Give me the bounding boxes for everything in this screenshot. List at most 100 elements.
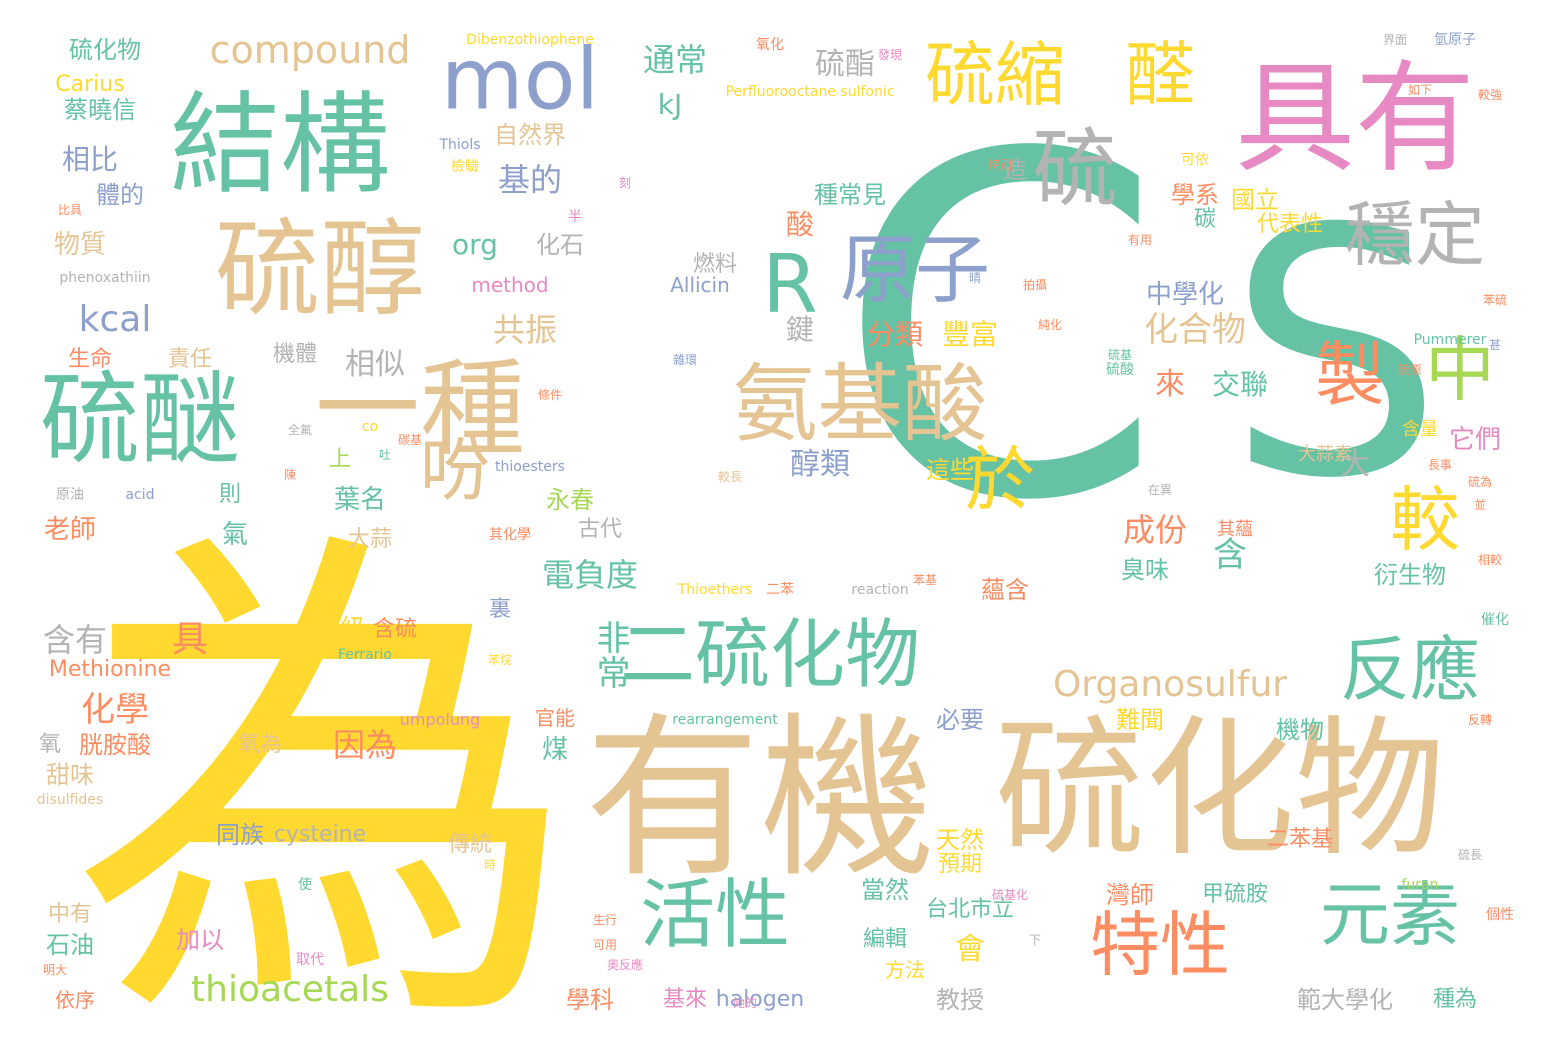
cloud-word: 中有 [47,902,93,927]
cloud-word: 分類 [866,318,924,351]
cloud-word: Organosulfur [1052,664,1288,705]
cloud-word: 為 [70,493,580,1052]
cloud-word: 催化 [1481,612,1509,628]
cloud-word: 會 [955,932,985,967]
cloud-word: 學科 [566,986,614,1014]
cloud-word: 教授 [936,986,984,1014]
cloud-word: 其蘊 [1217,519,1253,540]
cloud-word: kJ [657,88,683,121]
cloud-word: Thiols [439,137,481,153]
cloud-word: 高級 [313,615,367,645]
cloud-word: 相似 [345,347,405,382]
cloud-word: kcal [78,299,152,340]
cloud-word: 範大學化 [1297,986,1393,1014]
cloud-word: R [762,238,818,331]
cloud-word: 原油 [56,487,84,503]
cloud-word: Dibenzothiophene [466,32,594,48]
cloud-word: 有機 [585,698,935,902]
cloud-word: 台北市立 [925,897,1015,922]
cloud-word: Allicin [670,273,730,297]
cloud-word: compound [209,28,411,72]
cloud-word: 上 [328,447,352,472]
cloud-word: method [471,273,549,297]
cloud-word: 檢驗 [451,159,479,175]
cloud-word: 吩 [420,429,490,511]
cloud-word: 化石 [536,231,584,259]
cloud-word: 反轉 [1467,713,1493,727]
cloud-word: C [835,56,1165,603]
cloud-word: 相較 [1477,553,1503,567]
cloud-word: 條件 [537,388,563,402]
cloud-word: 官能 [535,706,575,730]
cloud-word: 較強 [1477,88,1503,102]
cloud-word: 機體 [272,342,318,367]
cloud-word: 種常見 [814,181,886,209]
cloud-word: 共振 [492,311,558,349]
cloud-word: 原子 [839,225,991,314]
cloud-word: 純化 [1037,318,1063,332]
cloud-word: 氨基酸 [732,355,988,455]
cloud-word: 硫醚 [40,361,240,478]
cloud-word: acid [125,487,155,503]
cloud-word: 陳 [283,468,297,482]
cloud-word: rearrangement [672,712,778,728]
cloud-word: 結構 [170,81,390,209]
cloud-word: 中學化 [1145,280,1225,310]
cloud-word: 非常 [590,620,630,690]
cloud-word: 雜環 [672,353,698,367]
cloud-word: phenoxathiin [59,270,151,286]
cloud-word: 中 [1425,329,1495,411]
cloud-word: 化學 [81,690,149,730]
cloud-word: 長事 [1427,458,1453,472]
cloud-word: 可用 [592,938,618,952]
cloud-word: 這些 [926,456,974,484]
cloud-word: 在異 [1147,483,1173,497]
cloud-word: furan [1401,877,1439,893]
cloud-word: 硫化物 [994,703,1446,877]
cloud-word: co [361,419,379,435]
cloud-word: org [452,228,498,261]
cloud-word: 如下 [1407,83,1433,97]
cloud-word: 硫 [1032,120,1118,220]
cloud-word: 基來 [662,987,708,1012]
cloud-word: 硫酸 [1106,362,1134,378]
cloud-word: 體的 [96,181,144,209]
cloud-word: 氧 [38,732,62,757]
cloud-word: 苯硫 [1482,293,1508,307]
cloud-word: 衍生物 [1374,561,1446,589]
cloud-word: 硫原 [1397,363,1423,377]
cloud-word: 甲硫胺 [1201,882,1269,907]
cloud-word: 來 [1155,367,1185,402]
cloud-word: 物質 [53,230,107,260]
cloud-word: 傳統 [447,832,493,857]
cloud-word: Perfluorooctane sulfonic [725,84,895,100]
cloud-word: 吐 [378,448,392,462]
cloud-word: 硫基化 [991,888,1029,902]
cloud-word: halogen [715,987,805,1012]
cloud-word: 並 [1473,498,1487,512]
cloud-word: 成份 [1122,511,1188,549]
cloud-word: 國立 [1231,186,1279,214]
cloud-word: 生命 [67,347,113,372]
cloud-word: 當然 [861,876,909,904]
cloud-word: 硫酯 [815,47,875,82]
cloud-word: 石油 [46,931,94,959]
cloud-word: 穩定 [1345,194,1485,276]
cloud-word: 醇類 [790,447,850,482]
cloud-word: 種為 [1432,987,1478,1012]
cloud-word: 化合物 [1144,310,1246,350]
cloud-word: 晴 [968,271,982,285]
cloud-word: 元素 [1320,874,1460,956]
cloud-word: 硫基 [1107,348,1133,362]
cloud-word: 碳基 [397,433,423,447]
cloud-word: 二苯基 [1266,827,1334,852]
cloud-word: S [1227,157,1443,553]
cloud-word: 葉名 [333,485,387,515]
cloud-word: Ferrario [338,647,392,663]
cloud-word: Thioethers [677,582,753,598]
cloud-word: 二苯 [766,582,794,598]
cloud-word: 甜味 [46,761,94,789]
cloud-word: 加以 [176,926,224,954]
cloud-word: 較 [1390,479,1460,561]
cloud-word: 鍵 [785,313,815,346]
